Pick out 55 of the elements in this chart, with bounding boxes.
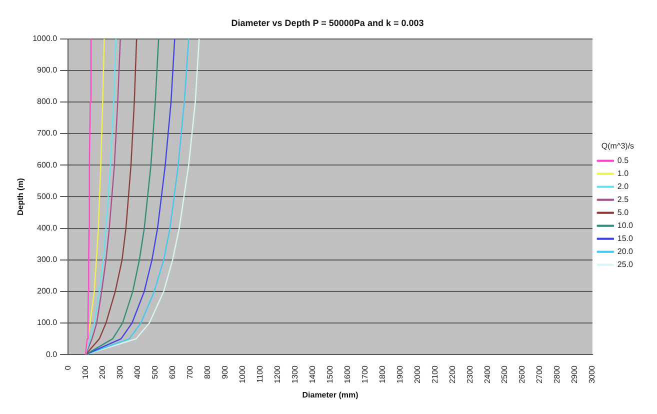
x-tick-label: 0	[63, 365, 72, 370]
y-tick-label: 400.0	[37, 223, 58, 232]
y-tick-label: 800.0	[37, 97, 58, 106]
y-tick-label: 200.0	[37, 286, 58, 296]
y-tick-label: 300.0	[37, 255, 58, 264]
y-tick-label: 100.0	[37, 318, 58, 328]
x-tick-label: 2200	[448, 365, 457, 384]
legend-label: 20.0	[617, 247, 634, 256]
x-tick-label: 3000	[588, 365, 597, 384]
x-tick-label: 1400	[308, 365, 317, 384]
legend-label: 2.0	[617, 182, 630, 192]
x-tick-label: 1900	[395, 365, 404, 384]
legend-label: 5.0	[617, 208, 630, 218]
x-tick-label: 2800	[552, 365, 562, 384]
x-tick-label: 300	[116, 365, 125, 379]
x-tick-label: 800	[203, 365, 212, 379]
legend-label: 25.0	[617, 260, 634, 270]
x-tick-label: 2900	[570, 365, 580, 384]
x-tick-label: 1700	[360, 365, 370, 384]
x-tick-label: 2600	[518, 365, 527, 384]
legend-label: 2.5	[617, 195, 630, 204]
x-tick-label: 2700	[535, 365, 544, 384]
x-tick-label: 1800	[378, 365, 387, 384]
x-tick-label: 900	[220, 365, 230, 379]
x-tick-label: 1500	[325, 365, 334, 384]
x-tick-label: 1200	[273, 365, 282, 384]
x-tick-label: 1600	[342, 365, 352, 384]
x-tick-label: 700	[186, 365, 195, 379]
x-tick-label: 2400	[482, 365, 492, 384]
legend-label: 10.0	[617, 221, 634, 230]
x-tick-label: 2100	[430, 365, 440, 384]
x-tick-label: 1000	[238, 365, 248, 384]
x-tick-label: 1300	[290, 365, 300, 384]
x-tick-label: 500	[150, 365, 160, 379]
x-tick-label: 2300	[465, 365, 474, 384]
y-tick-label: 600.0	[37, 160, 58, 170]
x-tick-label: 100	[80, 365, 90, 379]
x-tick-label: 600	[168, 365, 178, 379]
legend-label: 0.5	[617, 156, 630, 166]
x-tick-label: 200	[98, 365, 108, 379]
x-tick-label: 2500	[500, 365, 510, 384]
x-tick-label: 1100	[256, 365, 265, 383]
y-tick-label: 700.0	[37, 128, 58, 138]
chart-title: Diameter vs Depth P = 50000Pa and k = 0.003	[231, 18, 424, 28]
y-tick-label: 0.0	[46, 350, 58, 359]
legend-label: 1.0	[617, 169, 630, 178]
x-tick-label: 2000	[412, 365, 422, 384]
y-tick-label: 500.0	[37, 192, 58, 201]
y-axis-title: Depth (m)	[16, 178, 26, 216]
legend-label: 15.0	[617, 234, 634, 244]
y-tick-label: 900.0	[37, 66, 58, 75]
y-tick-label: 1000.0	[32, 34, 58, 44]
legend-title: Q(m^3)/s	[601, 141, 634, 150]
x-tick-label: 400	[133, 365, 142, 379]
x-axis-title: Diameter (mm)	[302, 390, 359, 400]
